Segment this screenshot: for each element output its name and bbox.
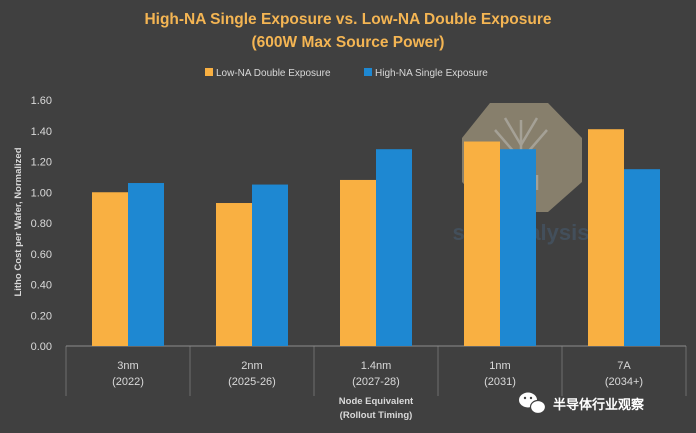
bar-low-na-0 xyxy=(92,192,128,346)
x-category-label: 1nm xyxy=(489,360,510,372)
legend: Low-NA Double Exposure High-NA Single Ex… xyxy=(205,68,488,79)
legend-swatch-high-na xyxy=(364,68,372,76)
wechat-icon xyxy=(519,392,547,415)
x-category-timing: (2027-28) xyxy=(352,376,400,388)
y-tick-label: 0.20 xyxy=(31,310,52,322)
x-categories: 3nm (2022) 2nm (2025-26) 1.4nm (2027-28) 1nm (2… xyxy=(112,360,643,388)
y-axis-label: Litho Cost per Wafer, Normalized xyxy=(13,147,24,296)
chart-title: High-NA Single Exposure vs. Low-NA Doubl… xyxy=(144,11,551,28)
bar-low-na-2 xyxy=(340,179,376,346)
bar-low-na-4 xyxy=(588,129,624,346)
chart-subtitle: (600W Max Source Power) xyxy=(252,34,445,51)
bar-high-na-3 xyxy=(500,149,536,346)
bar-high-na-2 xyxy=(376,149,412,346)
x-category-timing: (2022) xyxy=(112,376,144,388)
x-category-timing: (2031) xyxy=(484,376,516,388)
bar-high-na-0 xyxy=(128,183,164,346)
y-tick-label: 0.40 xyxy=(31,280,52,292)
legend-swatch-low-na xyxy=(205,68,213,76)
x-category-label: 2nm xyxy=(241,360,262,372)
x-axis-label-line2: (Rollout Timing) xyxy=(340,410,413,421)
bar-high-na-4 xyxy=(624,169,660,346)
bar-low-na-3 xyxy=(464,141,500,346)
x-category-timing: (2034+) xyxy=(605,376,643,388)
y-ticks: 0.00 0.20 0.40 0.60 0.80 1.00 1.20 1.40 1.60 xyxy=(31,95,52,353)
y-tick-label: 0.80 xyxy=(31,218,52,230)
x-category-label: 7A xyxy=(617,360,631,372)
bar-high-na-1 xyxy=(252,184,288,346)
bars-layer xyxy=(92,129,660,346)
x-axis-label-line1: Node Equivalent xyxy=(339,396,414,407)
wechat-source-label: 半导体行业观察 xyxy=(553,397,645,412)
x-category-label: 1.4nm xyxy=(361,360,392,372)
bar-low-na-1 xyxy=(216,203,252,346)
legend-label-high-na: High-NA Single Exposure xyxy=(375,68,488,79)
y-tick-label: 0.00 xyxy=(31,341,52,353)
category-separators xyxy=(65,346,687,396)
legend-label-low-na: Low-NA Double Exposure xyxy=(216,68,331,79)
wechat-footer: 半导体行业观察 xyxy=(519,392,645,415)
x-category-timing: (2025-26) xyxy=(228,376,276,388)
y-tick-label: 1.00 xyxy=(31,187,52,199)
x-category-label: 3nm xyxy=(117,360,138,372)
y-tick-label: 1.60 xyxy=(31,95,52,107)
y-tick-label: 0.60 xyxy=(31,249,52,261)
y-tick-label: 1.20 xyxy=(31,157,52,169)
y-tick-label: 1.40 xyxy=(31,126,52,138)
